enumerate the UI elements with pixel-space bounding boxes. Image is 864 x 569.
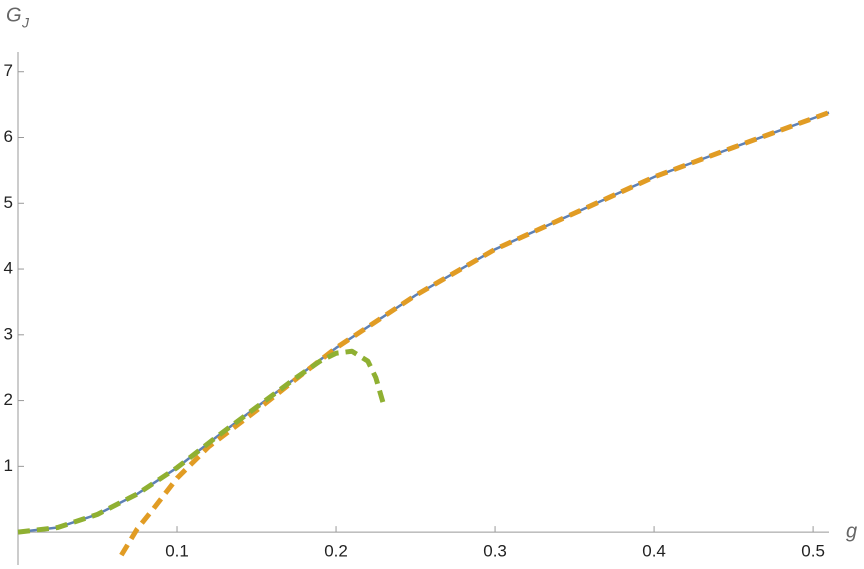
y-tick-label: 6: [4, 127, 13, 146]
y-tick-label: 4: [4, 259, 13, 278]
x-tick-label: 0.5: [801, 542, 825, 561]
x-tick-label: 0.4: [642, 542, 666, 561]
y-tick-label: 5: [4, 193, 13, 212]
y-tick-label: 1: [4, 456, 13, 475]
series-line: [119, 110, 830, 557]
series-line: [17, 111, 830, 534]
x-tick-label: 0.3: [483, 542, 507, 561]
series-line: [17, 348, 387, 535]
y-tick-label: 7: [4, 61, 13, 80]
y-axis-label: G: [6, 4, 22, 26]
x-axis-label: g: [846, 520, 857, 542]
y-tick-label: 2: [4, 390, 13, 409]
y-tick-label: 3: [4, 324, 13, 343]
x-tick-label: 0.2: [324, 542, 348, 561]
y-axis-label-subscript: J: [21, 15, 30, 31]
x-tick-label: 0.1: [165, 542, 189, 561]
